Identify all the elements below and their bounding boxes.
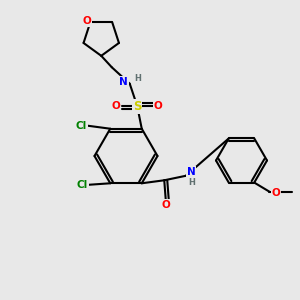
Text: N: N <box>119 77 128 87</box>
Text: H: H <box>135 74 142 83</box>
Text: Cl: Cl <box>76 180 88 190</box>
Text: O: O <box>272 188 280 198</box>
Text: O: O <box>161 200 170 210</box>
Text: O: O <box>82 16 91 26</box>
Text: S: S <box>133 100 142 113</box>
Text: N: N <box>187 167 196 177</box>
Text: O: O <box>112 101 121 111</box>
Text: H: H <box>188 178 195 187</box>
Text: O: O <box>154 101 163 111</box>
Text: Cl: Cl <box>76 121 87 131</box>
